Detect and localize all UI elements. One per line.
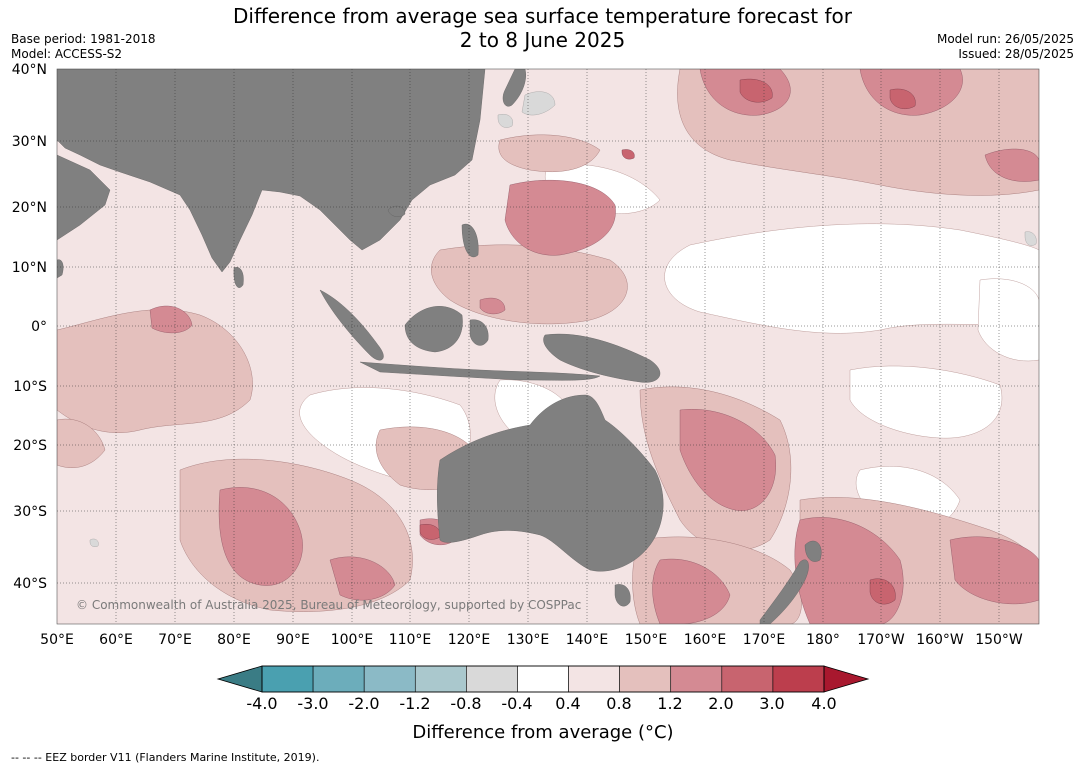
colorbar-box — [721, 665, 774, 693]
colorbar-under-arrow — [216, 665, 263, 693]
lon-label: 130°E — [507, 632, 550, 648]
anomaly-minus-0-8-to-minus-0-4 — [89, 91, 1037, 547]
lon-label: 80°E — [217, 632, 251, 648]
lon-label: 150°W — [975, 632, 1023, 648]
graticule — [57, 69, 1039, 624]
colorbar-box — [772, 665, 825, 693]
meta-left: Base period: 1981-2018 Model: ACCESS-S2 — [11, 32, 156, 62]
colorbar-tick-label: 0.8 — [606, 694, 631, 713]
lat-label: 30°N — [12, 134, 47, 150]
map-area: © Commonwealth of Australia 2025, Bureau… — [57, 69, 1039, 624]
colorbar-tick-label: -3.0 — [297, 694, 328, 713]
lon-label: 140°E — [566, 632, 609, 648]
colorbar-box — [670, 665, 723, 693]
model-run: Model run: 26/05/2025 — [936, 32, 1074, 46]
colorbar-box — [261, 665, 314, 693]
colorbar-tick-label: -4.0 — [246, 694, 277, 713]
colorbar: -4.0 -3.0 -2.0 -1.2 -0.8 -0.4 0.4 0.8 1.… — [216, 665, 870, 743]
lon-label: 170°E — [743, 632, 786, 648]
colorbar-box — [619, 665, 672, 693]
copyright-notice: © Commonwealth of Australia 2025, Bureau… — [76, 598, 581, 612]
colorbar-tick-label: -1.2 — [399, 694, 430, 713]
eez-footnote: -- -- -- EEZ border V11 (Flanders Marine… — [11, 751, 320, 764]
map-frame — [56, 68, 1040, 625]
lat-label: 40°N — [12, 62, 47, 78]
lon-label: 60°E — [99, 632, 133, 648]
lon-label: 180° — [806, 632, 840, 648]
lon-label: 150°E — [625, 632, 668, 648]
lon-label: 160°W — [916, 632, 964, 648]
lon-label: 120°E — [448, 632, 491, 648]
lon-label: 90°E — [276, 632, 310, 648]
lon-label: 110°E — [389, 632, 432, 648]
colorbar-box — [414, 665, 467, 693]
lat-label: 20°N — [12, 200, 47, 216]
colorbar-tick-labels: -4.0 -3.0 -2.0 -1.2 -0.8 -0.4 0.4 0.8 1.… — [246, 694, 836, 713]
colorbar-frame — [261, 665, 825, 693]
issued-date: Issued: 28/05/2025 — [958, 47, 1074, 61]
colorbar-tick-label: -0.8 — [450, 694, 481, 713]
colorbar-tick-label: -2.0 — [348, 694, 379, 713]
lat-label: 40°S — [13, 576, 47, 592]
map-title: Difference from average sea surface temp… — [0, 4, 1085, 52]
meta-right: Model run: 26/05/2025 Issued: 28/05/2025 — [937, 32, 1074, 62]
colorbar-tick-label: 3.0 — [759, 694, 784, 713]
lat-label: 10°S — [13, 379, 47, 395]
colorbar-label: Difference from average (°C) — [412, 722, 673, 743]
model-name: Model: ACCESS-S2 — [11, 47, 123, 61]
colorbar-boxes — [261, 665, 825, 693]
colorbar-tick-label: 1.2 — [657, 694, 682, 713]
lat-label: 20°S — [13, 438, 47, 454]
lon-label: 160°E — [684, 632, 727, 648]
colorbar-over-arrow — [823, 665, 870, 693]
colorbar-tick-label: 4.0 — [811, 694, 836, 713]
colorbar-tick-label: -0.4 — [501, 694, 532, 713]
latitude-labels: 40°N 30°N 20°N 10°N 0° 10°S 20°S 30°S 40… — [12, 62, 47, 592]
title-line-1: Difference from average sea surface temp… — [232, 4, 852, 28]
colorbar-tick-label: 0.4 — [555, 694, 580, 713]
colorbar-box — [466, 665, 518, 693]
lat-label: 0° — [31, 319, 47, 335]
lon-label: 170°W — [857, 632, 905, 648]
colorbar-box — [312, 665, 365, 693]
land-masses — [57, 69, 822, 624]
colorbar-tick-label: 2.0 — [708, 694, 733, 713]
longitude-labels: 50°E 60°E 70°E 80°E 90°E 100°E 110°E 120… — [40, 632, 1023, 648]
lon-label: 70°E — [158, 632, 192, 648]
lon-label: 100°E — [331, 632, 374, 648]
lon-label: 50°E — [40, 632, 74, 648]
base-period: Base period: 1981-2018 — [11, 32, 156, 46]
title-line-2: 2 to 8 June 2025 — [459, 28, 626, 52]
lat-label: 30°S — [13, 504, 47, 520]
colorbar-box — [363, 665, 416, 693]
lat-label: 10°N — [12, 260, 47, 276]
colorbar-box — [568, 665, 620, 693]
colorbar-box — [517, 665, 569, 693]
anomaly-1-2-to-2-0 — [149, 69, 1039, 624]
